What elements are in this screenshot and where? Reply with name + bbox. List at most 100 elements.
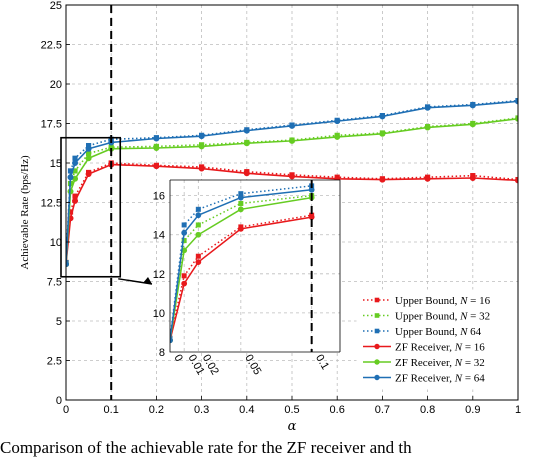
inset-series-3-point — [237, 225, 244, 232]
series-4-point — [198, 143, 205, 150]
inset-y-tick-label: 14 — [153, 230, 165, 242]
series-3-point — [288, 173, 295, 180]
series-5-point — [379, 113, 386, 120]
y-tick-label: 25 — [50, 0, 62, 12]
inset-y-tick-label: 10 — [153, 308, 165, 320]
legend-box — [356, 289, 518, 390]
inset-series-1-point — [238, 200, 244, 206]
legend-entry-value: = 64 — [462, 373, 485, 385]
inset-series-0-point — [181, 273, 187, 279]
inset-series-3-point — [195, 259, 202, 265]
inset-series-3-point — [308, 214, 315, 221]
legend-swatch-marker — [374, 313, 380, 318]
series-5-point — [288, 122, 295, 129]
inset-x-tick-label: 0 — [171, 353, 184, 364]
legend-entry-value: = 32 — [462, 357, 485, 369]
x-tick-label: 0.7 — [375, 404, 390, 416]
series-3-point — [153, 163, 160, 170]
figure-caption: Comparison of the achievable rate for th… — [0, 437, 552, 460]
inset-series-5-point — [195, 212, 202, 219]
legend-entry-value: = 16 — [467, 295, 490, 307]
series-5-point — [153, 135, 160, 142]
inset-series-3-point — [181, 280, 188, 287]
inset-series-4-point — [195, 231, 202, 238]
series-5-point — [67, 174, 74, 181]
x-tick-label: 0.9 — [465, 404, 480, 416]
series-5-point — [469, 102, 476, 109]
chart: 0 0.1 0.2 0.3 0.4 0.5 0.6 0.7 0.8 0.9 102.557.5101… — [19, 0, 521, 434]
series-3-point — [85, 171, 92, 178]
inset-series-5-point — [237, 194, 244, 201]
inset-series-2-point — [195, 206, 201, 212]
series-4-point — [85, 155, 92, 162]
inset-series-2-point — [181, 222, 187, 228]
series-4-line — [66, 117, 518, 265]
legend-entry-var: N — [454, 342, 463, 354]
legend-entry-var: N — [454, 357, 463, 369]
legend-entry: ZF Receiver, N = 16 — [395, 342, 485, 354]
series-0-line — [66, 162, 518, 263]
series-2-point — [72, 155, 78, 161]
legend-swatch-marker — [374, 343, 380, 350]
y-tick-label: 17.5 — [41, 119, 62, 131]
series-3-point — [243, 170, 250, 177]
legend-entry-text: ZF Receiver, — [395, 373, 455, 385]
inset-frame-top-right — [170, 179, 341, 352]
inset-series-2-line — [170, 185, 312, 339]
x-tick-label: 0.6 — [330, 404, 345, 416]
inset-y-tick-label: 12 — [153, 269, 165, 281]
inset-frame-axes — [169, 180, 340, 353]
series-4-point — [243, 140, 250, 147]
legend-entry-value: = 32 — [467, 311, 490, 323]
y-tick-label: 20 — [50, 79, 62, 91]
x-tick-label: 1 — [515, 404, 521, 416]
inset-y-tick-label: 16 — [153, 191, 165, 203]
series-5-line — [66, 100, 518, 265]
series-5-point — [243, 127, 250, 134]
x-tick-label: 0.4 — [239, 404, 254, 416]
series-5-point — [334, 118, 341, 125]
inset-series-0-point — [195, 253, 201, 259]
series-3-point — [198, 165, 205, 172]
legend-entry-value: 64 — [467, 326, 481, 338]
inset-series-1-point — [195, 222, 201, 228]
x-tick-label: 0.8 — [420, 404, 435, 416]
legend-swatch-marker — [374, 359, 380, 365]
x-tick-label: 0 — [63, 404, 69, 416]
main-series — [66, 97, 518, 268]
inset-series-5-point — [170, 337, 173, 344]
legend-entry-var: N — [459, 326, 468, 338]
series-5-point — [424, 104, 431, 111]
legend: Upper Bound, N = 16 Upper Bound, N = 32 Up… — [356, 289, 518, 390]
series-1-line — [66, 117, 518, 263]
series-5-point — [72, 160, 79, 167]
legend-entry-text: Upper Bound, — [395, 326, 460, 338]
caption-text: Comparison of the achievable rate for th… — [0, 438, 412, 457]
inset-series-5-point — [181, 229, 188, 236]
inset-y-tick-label: 8 — [159, 347, 165, 359]
y-tick-label: 22.5 — [41, 40, 62, 52]
legend-swatch-marker — [374, 374, 380, 381]
legend-entry: ZF Receiver, N = 32 — [395, 357, 485, 369]
inset-series — [170, 183, 315, 344]
zoom-box — [60, 136, 122, 278]
y-tick-label: 0 — [56, 395, 62, 407]
y-tick-label: 10 — [50, 237, 62, 249]
legend-entry-text: Upper Bound, — [395, 311, 460, 323]
legend-entry-var: N — [454, 373, 463, 385]
series-5-point — [85, 145, 92, 152]
inset-series-4-point — [237, 206, 244, 213]
series-4-point — [153, 144, 160, 151]
y-tick-label: 2.5 — [47, 356, 62, 368]
x-tick-label: 0.2 — [149, 404, 164, 416]
x-tick-label: 0.5 — [284, 404, 299, 416]
series-4-point — [424, 124, 431, 131]
legend-entry: ZF Receiver, N = 64 — [395, 373, 485, 385]
series-5-point — [198, 133, 205, 140]
series-4-point — [288, 137, 295, 144]
legend-entry-var: N — [459, 311, 468, 323]
y-tick-label: 15 — [50, 158, 62, 170]
series-3-point — [469, 175, 476, 182]
legend-entry: Upper Bound, N = 16 — [395, 295, 491, 307]
